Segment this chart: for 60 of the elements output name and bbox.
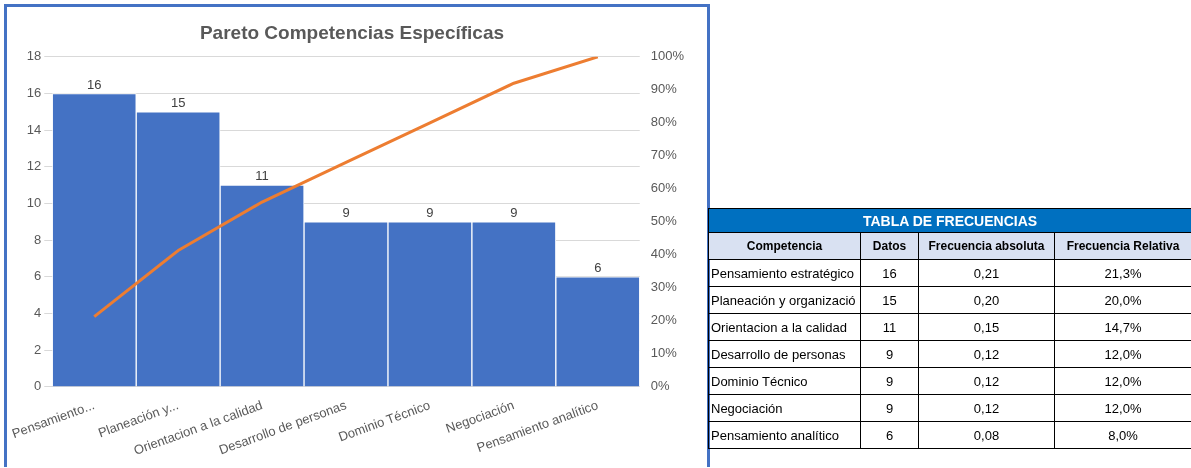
category-label: Orientacion a la calidad: [708, 313, 861, 341]
y2-tick-label: 40%: [650, 246, 678, 262]
data-label: 9: [342, 204, 350, 220]
y-tick-label: 16: [26, 85, 42, 101]
data-label: 0,12: [918, 394, 1055, 422]
data-label: 15: [170, 94, 186, 110]
y2-tick-label: 70%: [650, 147, 678, 163]
y2-tick-label: 30%: [650, 279, 678, 295]
data-label: 11: [255, 168, 269, 184]
data-label: 16: [860, 259, 919, 287]
text: Datos: [860, 232, 919, 260]
data-label: 6: [860, 421, 919, 449]
data-label: 0,21: [918, 259, 1055, 287]
y2-tick-label: 90%: [650, 81, 678, 97]
data-label: 11: [860, 313, 919, 341]
legend-label: Frecuencia absoluta: [918, 232, 1055, 260]
y-tick-label: 8: [34, 231, 42, 247]
y2-tick-label: 0%: [650, 378, 670, 394]
data-label: 6: [594, 259, 602, 275]
category-label: Pensamiento estratégico: [708, 259, 861, 287]
data-label: 12,0%: [1054, 340, 1191, 368]
data-label: 9: [860, 394, 919, 422]
text: Competencia: [708, 232, 861, 260]
data-label: 12,0%: [1054, 394, 1191, 422]
data-label: 0,12: [918, 340, 1055, 368]
data-label: 14,7%: [1054, 313, 1191, 341]
y2-tick-label: 10%: [650, 345, 678, 361]
text: TABLA DE FRECUENCIAS: [708, 208, 1191, 233]
y-tick-label: 4: [34, 305, 42, 321]
data-label: 20,0%: [1054, 286, 1191, 314]
data-label: 0,15: [918, 313, 1055, 341]
category-label: Planeación y organizació: [708, 286, 861, 314]
data-label: 0,08: [918, 421, 1055, 449]
data-label: 8,0%: [1054, 421, 1191, 449]
y2-tick-label: 60%: [650, 180, 678, 196]
y-tick-label: 12: [26, 158, 42, 174]
category-label: Desarrollo de personas: [708, 340, 861, 368]
data-label: 9: [860, 340, 919, 368]
y2-tick-label: 100%: [650, 48, 685, 64]
y-tick-label: 2: [34, 341, 42, 357]
data-label: 9: [426, 204, 434, 220]
y-tick-label: 18: [26, 48, 42, 64]
y2-tick-label: 80%: [650, 114, 678, 130]
y-tick-label: 0: [34, 378, 42, 394]
y-tick-label: 6: [34, 268, 42, 284]
data-label: 0,12: [918, 367, 1055, 395]
data-label: 9: [860, 367, 919, 395]
data-label: 21,3%: [1054, 259, 1191, 287]
y2-tick-label: 50%: [650, 213, 678, 229]
data-label: 0,20: [918, 286, 1055, 314]
y-tick-label: 14: [26, 121, 42, 137]
chart-title: Pareto Competencias Específicas: [199, 21, 505, 43]
y-tick-label: 10: [26, 195, 42, 211]
data-label: 9: [510, 204, 518, 220]
y2-tick-label: 20%: [650, 312, 678, 328]
data-label: 16: [87, 76, 102, 92]
data-label: 15: [860, 286, 919, 314]
text: Frecuencia Relativa: [1054, 232, 1191, 260]
category-label: Dominio Técnico: [708, 367, 861, 395]
data-label: 12,0%: [1054, 367, 1191, 395]
